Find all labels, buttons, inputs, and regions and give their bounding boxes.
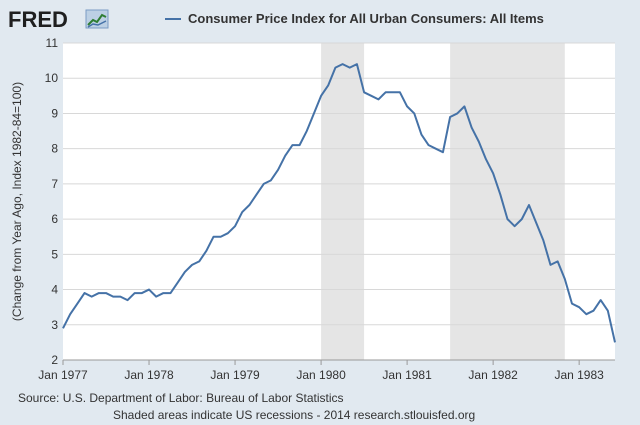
x-axis-ticks: Jan 1977 Jan 1978 Jan 1979 Jan 1980 Jan 1981… [38, 359, 615, 382]
recession-band [450, 43, 565, 360]
x-tick-label: Jan 1978 [124, 368, 174, 382]
y-tick-label: 8 [51, 142, 58, 156]
y-tick-label: 3 [51, 318, 58, 332]
chart-line-icon [85, 9, 109, 29]
y-tick-label: 11 [46, 36, 59, 50]
x-tick-label: Jan 1983 [554, 368, 604, 382]
recession-shading [321, 43, 565, 360]
recession-note: Shaded areas indicate US recessions - 20… [113, 408, 475, 422]
y-axis-ticks: 2 3 4 5 6 7 8 9 10 11 [45, 36, 59, 367]
y-axis-title: (Change from Year Ago, Index 1982-84=100… [10, 82, 24, 321]
y-tick-label: 5 [51, 247, 58, 261]
series-line [62, 63, 616, 343]
fred-logo-text: FRED [8, 7, 68, 32]
legend[interactable]: Consumer Price Index for All Urban Consu… [165, 11, 544, 26]
fred-logo[interactable]: FRED [8, 7, 109, 32]
x-tick-label: Jan 1977 [38, 368, 88, 382]
y-tick-label: 9 [51, 106, 58, 120]
x-tick-label: Jan 1982 [468, 368, 518, 382]
series-group [62, 63, 616, 343]
x-tick-label: Jan 1979 [210, 368, 260, 382]
x-tick-label: Jan 1981 [382, 368, 432, 382]
y-tick-label: 6 [51, 212, 58, 226]
x-tick-label: Jan 1980 [296, 368, 346, 382]
y-tick-label: 7 [51, 177, 58, 191]
y-tick-label: 2 [51, 353, 58, 367]
source-text: Source: U.S. Department of Labor: Bureau… [18, 391, 344, 405]
y-tick-label: 4 [51, 283, 58, 297]
y-tick-label: 10 [45, 71, 59, 85]
recession-band [321, 43, 365, 360]
legend-label: Consumer Price Index for All Urban Consu… [188, 11, 544, 26]
